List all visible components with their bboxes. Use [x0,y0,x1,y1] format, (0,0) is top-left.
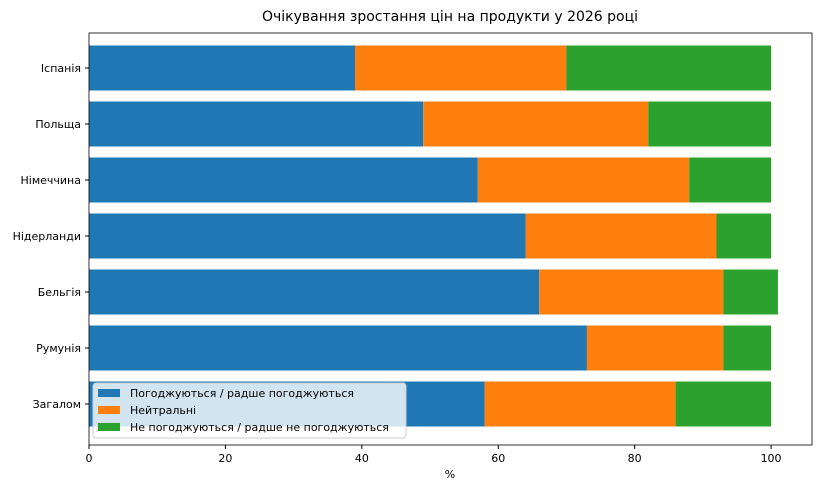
x-tick-label: 80 [628,452,642,465]
legend-swatch [98,406,120,414]
bar-segment [648,101,772,147]
legend-label: Погоджуються / радше погоджуються [130,387,354,400]
bar-segment [89,45,356,91]
legend-label: Не погоджуються / радше не погоджуються [130,421,389,434]
bar-segment [689,157,772,203]
bar-segment [539,269,724,315]
x-axis-label: % [445,468,455,481]
chart-title: Очікування зростання цін на продукти у 2… [262,9,638,25]
bar-segment [89,157,478,203]
bar-segment [723,269,778,315]
legend: Погоджуються / радше погоджуються Нейтрал… [92,382,407,439]
bar-segment [89,213,526,259]
x-tick-label: 20 [218,452,232,465]
bar-segment [89,269,540,315]
legend-box [92,382,407,439]
bar-segment [423,101,649,147]
y-tick-label: Бельгія [38,286,81,299]
y-tick-label: Нідерланди [13,230,81,243]
legend-swatch [98,389,120,397]
bar-segment [675,381,772,427]
y-tick-label: Німеччина [21,174,81,187]
bar-segment [716,213,772,259]
bar-segment [723,325,772,371]
y-tick-label: Загалом [33,398,81,411]
bar-segment [566,45,772,91]
y-tick-label: Іспанія [41,62,81,75]
bar-segment [477,157,690,203]
bar-segment [586,325,724,371]
bar-segment [484,381,676,427]
x-tick-label: 100 [761,452,782,465]
bar-segment [525,213,717,259]
x-tick-label: 40 [355,452,369,465]
legend-label: Нейтральні [130,404,196,417]
x-tick-label: 60 [491,452,505,465]
legend-swatch [98,423,120,431]
bar-segment [89,101,424,147]
bar-segment [89,325,587,371]
plot-frame [88,32,813,446]
y-tick-label: Польща [35,118,81,131]
y-tick-label: Румунія [36,342,81,355]
x-tick-label: 0 [86,452,93,465]
bar-segment [355,45,567,91]
